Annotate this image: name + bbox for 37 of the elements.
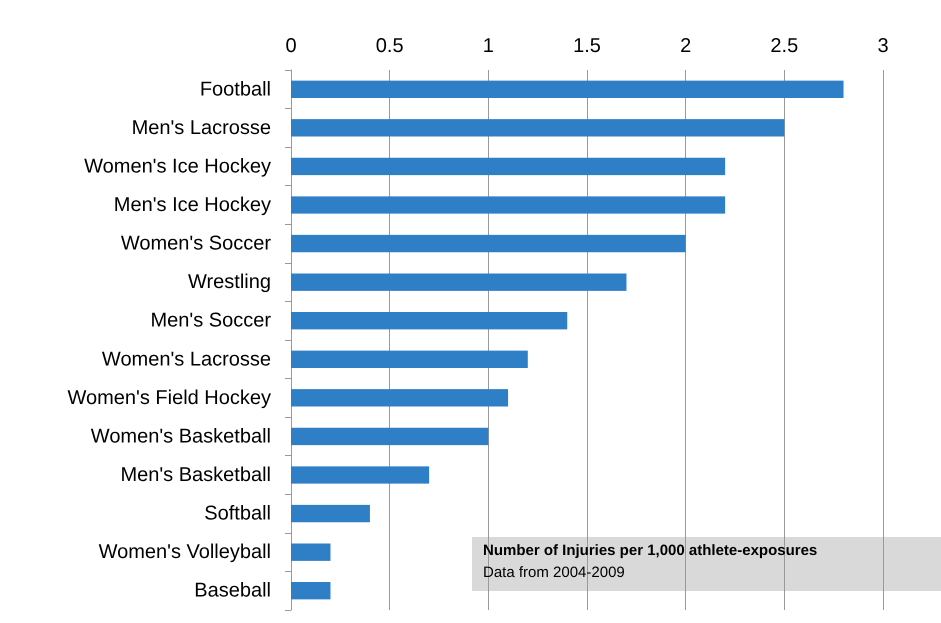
bar xyxy=(291,80,844,98)
bar xyxy=(291,428,488,446)
y-tick-label: Men's Soccer xyxy=(150,310,272,332)
y-tick-label: Softball xyxy=(204,502,271,525)
y-tick-label: Women's Field Hockey xyxy=(67,386,271,409)
bar xyxy=(291,582,330,600)
x-tick-label: 3 xyxy=(877,35,889,57)
y-tick-label: Women's Basketball xyxy=(90,425,271,448)
x-tick-label: 1 xyxy=(482,35,494,57)
bar xyxy=(291,504,370,522)
y-tick-label: Men's Lacrosse xyxy=(132,116,271,139)
y-tick-label: Women's Ice Hockey xyxy=(84,155,271,178)
y-tick-label: Women's Soccer xyxy=(120,232,272,255)
y-tick-label: Men's Basketball xyxy=(120,464,271,486)
y-tick-label: Men's Ice Hockey xyxy=(114,194,271,216)
x-tick-label: 2.5 xyxy=(770,35,798,57)
y-tick-label: Women's Lacrosse xyxy=(102,348,271,370)
y-tick-label: Women's Volleyball xyxy=(98,541,271,564)
bar xyxy=(291,158,726,176)
bar xyxy=(291,119,784,137)
x-tick-label: 1.5 xyxy=(573,35,601,57)
annotation: Number of Injuries per 1,000 athlete-exposures xyxy=(483,542,818,559)
bar xyxy=(291,234,686,252)
y-tick-label: Football xyxy=(200,78,271,100)
bar xyxy=(291,350,528,368)
y-tick-label: Baseball xyxy=(194,580,271,602)
annotation: Data from 2004-2009 xyxy=(483,564,625,581)
bar xyxy=(291,273,626,291)
x-tick-label: 2 xyxy=(680,35,692,57)
x-tick-label: 0 xyxy=(285,35,297,57)
bar xyxy=(291,389,508,407)
x-tick-label: 0.5 xyxy=(376,35,404,57)
bar xyxy=(291,543,330,561)
bar xyxy=(291,466,430,484)
bar xyxy=(291,312,568,330)
y-tick-label: Wrestling xyxy=(188,271,271,294)
bar xyxy=(291,196,726,214)
